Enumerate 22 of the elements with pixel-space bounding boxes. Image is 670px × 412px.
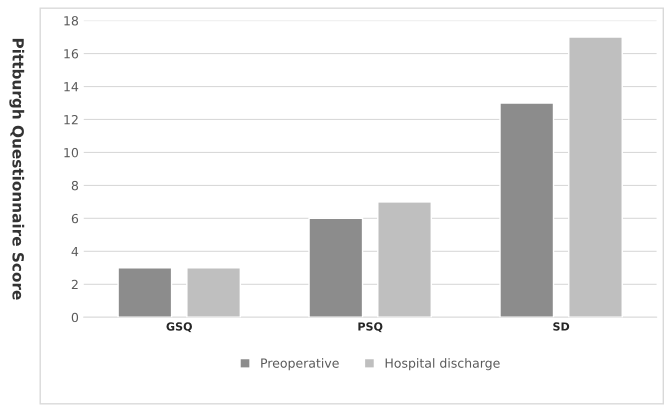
y-tick-label: 2 <box>72 280 78 290</box>
y-tick-label: 16 <box>64 49 78 58</box>
y-tick-label: 4 <box>72 246 78 256</box>
bar <box>499 102 554 318</box>
bar <box>308 218 364 318</box>
y-tick-label: 18 <box>64 16 78 26</box>
x-tick-label: PSQ <box>358 322 382 332</box>
y-tick-label: 12 <box>64 114 78 124</box>
bar <box>377 201 432 318</box>
y-axis-title: Pittburgh Questionnaire Score <box>9 38 24 300</box>
x-tick-label: GSQ <box>166 322 192 332</box>
bar <box>186 267 242 318</box>
y-tick-label: 10 <box>64 148 78 158</box>
legend-label: Preoperative <box>261 358 339 370</box>
x-tick-label: SD <box>553 322 570 331</box>
legend-label: Hospital discharge <box>386 358 500 370</box>
y-tick-label: 6 <box>72 214 78 224</box>
y-tick-label: 0 <box>72 312 78 322</box>
bar <box>117 267 172 318</box>
y-tick-label: 14 <box>64 82 78 92</box>
y-tick-label: 8 <box>72 180 78 190</box>
bar <box>568 36 623 318</box>
